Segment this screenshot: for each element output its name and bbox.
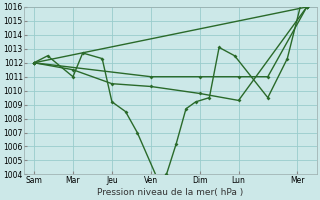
- X-axis label: Pression niveau de la mer( hPa ): Pression niveau de la mer( hPa ): [97, 188, 244, 197]
